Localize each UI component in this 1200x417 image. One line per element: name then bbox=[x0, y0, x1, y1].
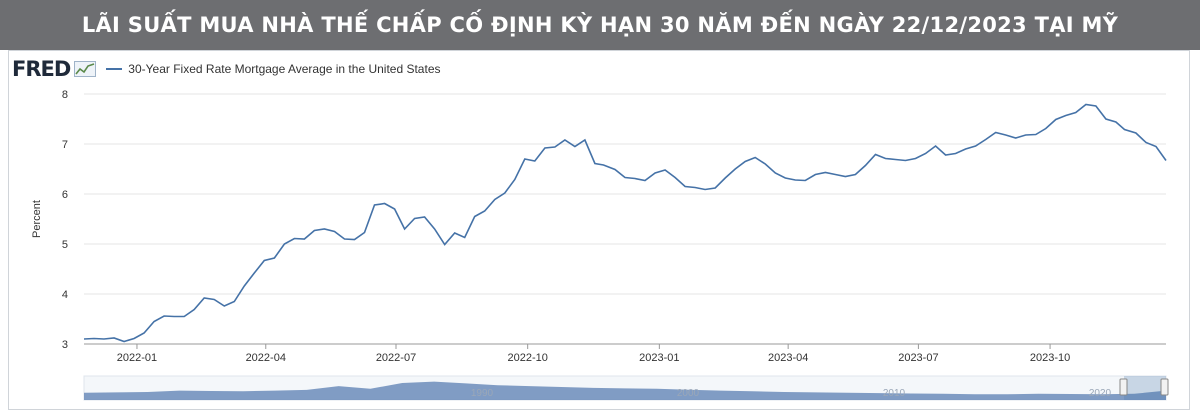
legend-swatch bbox=[106, 68, 123, 70]
y-axis-title: Percent bbox=[31, 200, 43, 238]
legend-series-name[interactable]: 30-Year Fixed Rate Mortgage Average in t… bbox=[128, 62, 441, 76]
y-tick-label: 4 bbox=[62, 289, 68, 301]
banner-title: LÃI SUẤT MUA NHÀ THẾ CHẤP CỐ ĐỊNH KỲ HẠN… bbox=[0, 0, 1200, 50]
navigator-tick-label: 2010 bbox=[883, 388, 906, 399]
x-tick-label: 2023-10 bbox=[1030, 352, 1070, 364]
x-tick-label: 2023-07 bbox=[898, 352, 938, 364]
series-line[interactable] bbox=[83, 103, 1167, 343]
y-tick-label: 3 bbox=[62, 339, 68, 351]
navigator-left-handle[interactable] bbox=[1119, 378, 1128, 396]
range-navigator[interactable]: 1990 2000 2010 2020 bbox=[83, 375, 1169, 401]
line-chart-icon bbox=[74, 61, 97, 77]
navigator-tick-label: 1990 bbox=[471, 388, 494, 399]
chart-header: FRED 30-Year Fixed Rate Mortgage Average… bbox=[12, 56, 441, 82]
x-tick-label: 2022-10 bbox=[507, 352, 547, 364]
navigator-tick-label: 2020 bbox=[1089, 388, 1112, 399]
x-tick-label: 2023-01 bbox=[639, 352, 679, 364]
y-tick-label: 7 bbox=[62, 139, 68, 151]
y-tick-label: 5 bbox=[62, 239, 68, 251]
fred-logo[interactable]: FRED bbox=[12, 57, 71, 81]
x-tick-label: 2022-01 bbox=[117, 352, 157, 364]
navigator-tick-label: 2000 bbox=[677, 388, 700, 399]
x-tick-label: 2022-04 bbox=[246, 352, 286, 364]
x-tick-label: 2022-07 bbox=[376, 352, 416, 364]
navigator-labels: 1990 2000 2010 2020 bbox=[471, 388, 1112, 399]
navigator-right-handle[interactable] bbox=[1160, 378, 1169, 396]
plot-area bbox=[84, 94, 1166, 344]
x-axis-ticks: 2022-01 2022-04 2022-07 2022-10 2023-01 2023-… bbox=[84, 343, 1166, 364]
x-tick-label: 2023-04 bbox=[768, 352, 808, 364]
y-tick-label: 8 bbox=[62, 89, 68, 101]
navigator-selection[interactable] bbox=[1124, 376, 1166, 400]
y-axis-ticks: 3 4 5 6 7 8 bbox=[62, 89, 68, 351]
y-tick-label: 6 bbox=[62, 189, 68, 201]
navigator-area bbox=[84, 381, 1166, 400]
